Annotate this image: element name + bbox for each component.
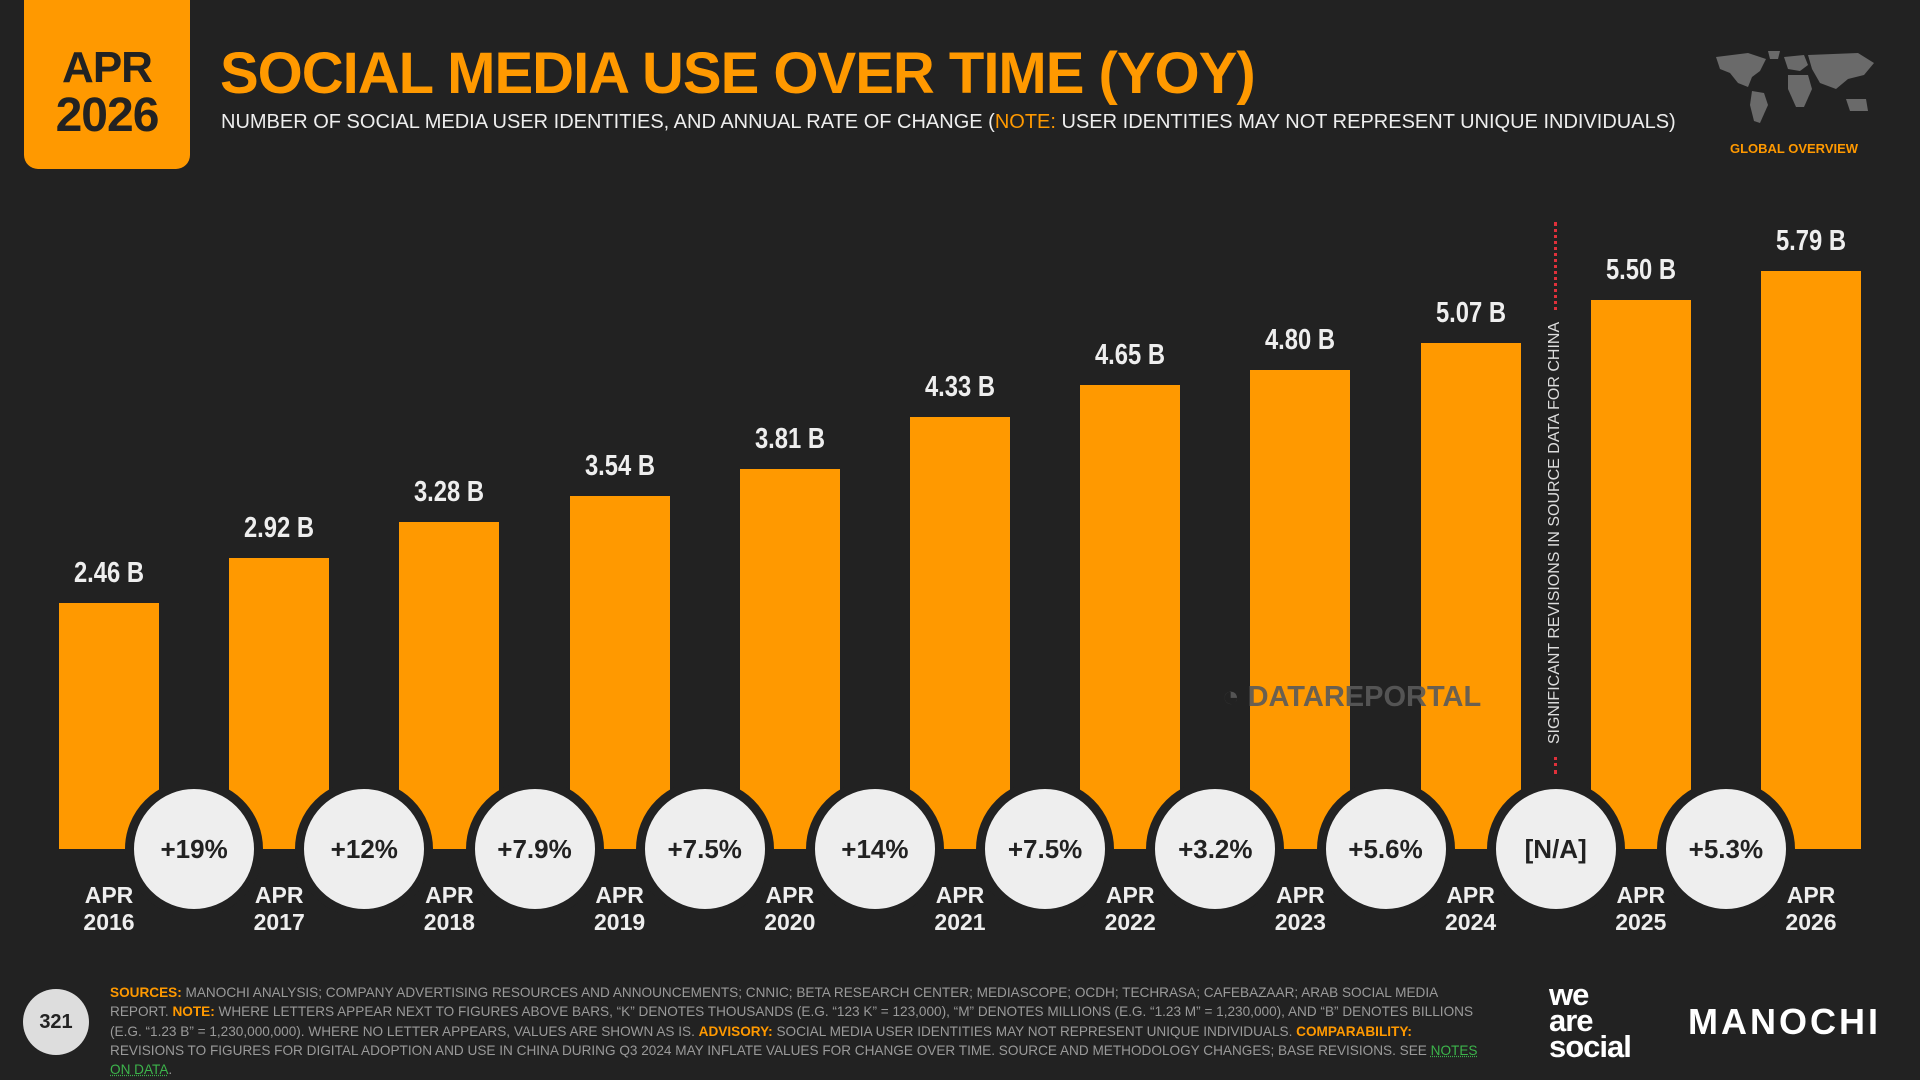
- x-axis-label: APR 2017: [209, 882, 349, 936]
- page-subtitle: NUMBER OF SOCIAL MEDIA USER IDENTITIES, …: [221, 111, 1676, 134]
- value-label: 4.33 B: [924, 370, 996, 403]
- revision-annotation: SIGNIFICANT REVISIONS IN SOURCE DATA FOR…: [1546, 311, 1564, 755]
- bar-chart: 2.46 B APR 2016 2.92 B APR 2017 3.28 B APR 2018 3…: [39, 225, 1881, 936]
- x-tick-label: APR: [765, 882, 815, 908]
- bar: [569, 495, 670, 849]
- change-badge: +7.5%: [635, 780, 774, 918]
- date-month: APR: [62, 43, 153, 92]
- x-tick-label: 2025: [1615, 909, 1667, 935]
- notes-on-data-link[interactable]: NOTES ON DATA: [110, 1042, 1478, 1078]
- value-label: 2.92 B: [244, 511, 315, 544]
- footer-notes: SOURCES: MANOCHI ANALYSIS; COMPANY ADVER…: [110, 983, 1485, 1079]
- x-tick-label: 2021: [934, 909, 986, 935]
- bar: [1420, 343, 1521, 849]
- bar: [229, 557, 330, 849]
- x-tick-label: APR: [1105, 882, 1155, 908]
- value-label: 3.54 B: [584, 449, 655, 482]
- x-tick-label: 2022: [1104, 909, 1156, 935]
- bar: [1250, 369, 1351, 849]
- bar: [399, 521, 500, 849]
- x-axis-label: APR 2016: [39, 882, 179, 936]
- value-label: 5.79 B: [1775, 225, 1847, 258]
- x-tick-label: APR: [1616, 882, 1666, 908]
- x-tick-label: 2019: [594, 909, 646, 935]
- date-badge: APR 2026: [24, 0, 190, 169]
- x-tick-label: APR: [254, 882, 304, 908]
- x-axis-label: APR 2022: [1060, 882, 1200, 936]
- x-tick-label: APR: [1786, 882, 1836, 908]
- footer-end: .: [168, 1062, 173, 1078]
- sources-label: SOURCES:: [110, 985, 182, 1000]
- x-tick-label: APR: [595, 882, 644, 908]
- value-label: 4.80 B: [1265, 323, 1336, 356]
- value-label: 4.65 B: [1095, 338, 1166, 371]
- comparability-text: REVISIONS TO FIGURES FOR DIGITAL ADOPTIO…: [110, 1042, 1431, 1058]
- change-badge: +7.9%: [465, 780, 604, 918]
- we-are-social-logo: we are social: [1549, 977, 1632, 1064]
- value-label: 3.81 B: [754, 422, 825, 455]
- x-tick-label: 2023: [1274, 909, 1326, 935]
- region-label: GLOBAL OVERVIEW: [1729, 141, 1859, 156]
- x-axis-label: APR 2023: [1230, 882, 1370, 936]
- note-text: WHERE LETTERS APPEAR NEXT TO FIGURES ABO…: [110, 1004, 1474, 1039]
- x-axis-label: APR 2024: [1401, 882, 1541, 936]
- sources-text: MANOCHI ANALYSIS; COMPANY ADVERTISING RE…: [110, 985, 1438, 1020]
- page-number: 321: [23, 989, 89, 1055]
- bar: [1590, 300, 1691, 849]
- change-badge: +5.6%: [1316, 780, 1455, 918]
- comparability-label: COMPARABILITY:: [1296, 1023, 1412, 1039]
- x-tick-label: APR: [84, 882, 134, 908]
- date-year: 2026: [55, 89, 160, 142]
- x-tick-label: APR: [935, 882, 985, 908]
- x-tick-label: 2017: [253, 909, 305, 935]
- page-title: SOCIAL MEDIA USE OVER TIME (YOY): [220, 41, 1256, 106]
- x-tick-label: 2020: [764, 909, 816, 935]
- change-badge: +12%: [295, 780, 434, 918]
- datareportal-watermark: ◔ DATAREPORTAL: [1222, 681, 1482, 713]
- x-tick-label: 2024: [1445, 909, 1497, 935]
- change-badge: +7.5%: [976, 780, 1115, 918]
- x-tick-label: 2026: [1785, 909, 1837, 935]
- x-tick-label: APR: [425, 882, 474, 908]
- x-axis-label: APR 2026: [1741, 882, 1881, 936]
- x-tick-label: APR: [1276, 882, 1325, 908]
- value-label: 5.07 B: [1435, 297, 1506, 329]
- subtitle-note-label: NOTE:: [994, 111, 1056, 133]
- x-tick-label: APR: [1446, 882, 1495, 908]
- bar: [1761, 271, 1861, 849]
- x-tick-label: 2018: [423, 909, 475, 935]
- change-badge: [N/A]: [1486, 780, 1625, 918]
- change-badge: +3.2%: [1146, 780, 1285, 918]
- advisory-label: ADVISORY:: [698, 1023, 773, 1039]
- x-axis-label: APR 2018: [379, 882, 519, 936]
- bar: [1080, 384, 1181, 849]
- value-label: 5.50 B: [1605, 254, 1676, 287]
- bar: [739, 468, 840, 849]
- change-badge: +5.3%: [1656, 780, 1795, 918]
- change-badge: +19%: [125, 780, 264, 918]
- value-label: 2.46 B: [73, 557, 145, 590]
- note-label: NOTE:: [172, 1004, 215, 1020]
- x-axis-label: APR 2020: [720, 882, 860, 936]
- change-badge: +14%: [805, 780, 944, 918]
- watermark-text: DATAREPORTAL: [1247, 681, 1482, 713]
- x-axis-label: APR 2021: [890, 882, 1030, 936]
- advisory-text: SOCIAL MEDIA USER IDENTITIES MAY NOT REP…: [772, 1023, 1297, 1039]
- x-axis-label: APR 2019: [550, 882, 690, 936]
- value-label: 3.28 B: [414, 475, 485, 508]
- x-tick-label: 2016: [83, 909, 135, 935]
- manochi-logo: MANOCHI: [1688, 1001, 1881, 1042]
- bar: [910, 416, 1010, 849]
- subtitle-text: NUMBER OF SOCIAL MEDIA USER IDENTITIES, …: [221, 111, 995, 133]
- subtitle-note: USER IDENTITIES MAY NOT REPRESENT UNIQUE…: [1055, 111, 1676, 133]
- world-map-icon: [1716, 51, 1874, 123]
- x-axis-label: APR 2025: [1571, 882, 1711, 936]
